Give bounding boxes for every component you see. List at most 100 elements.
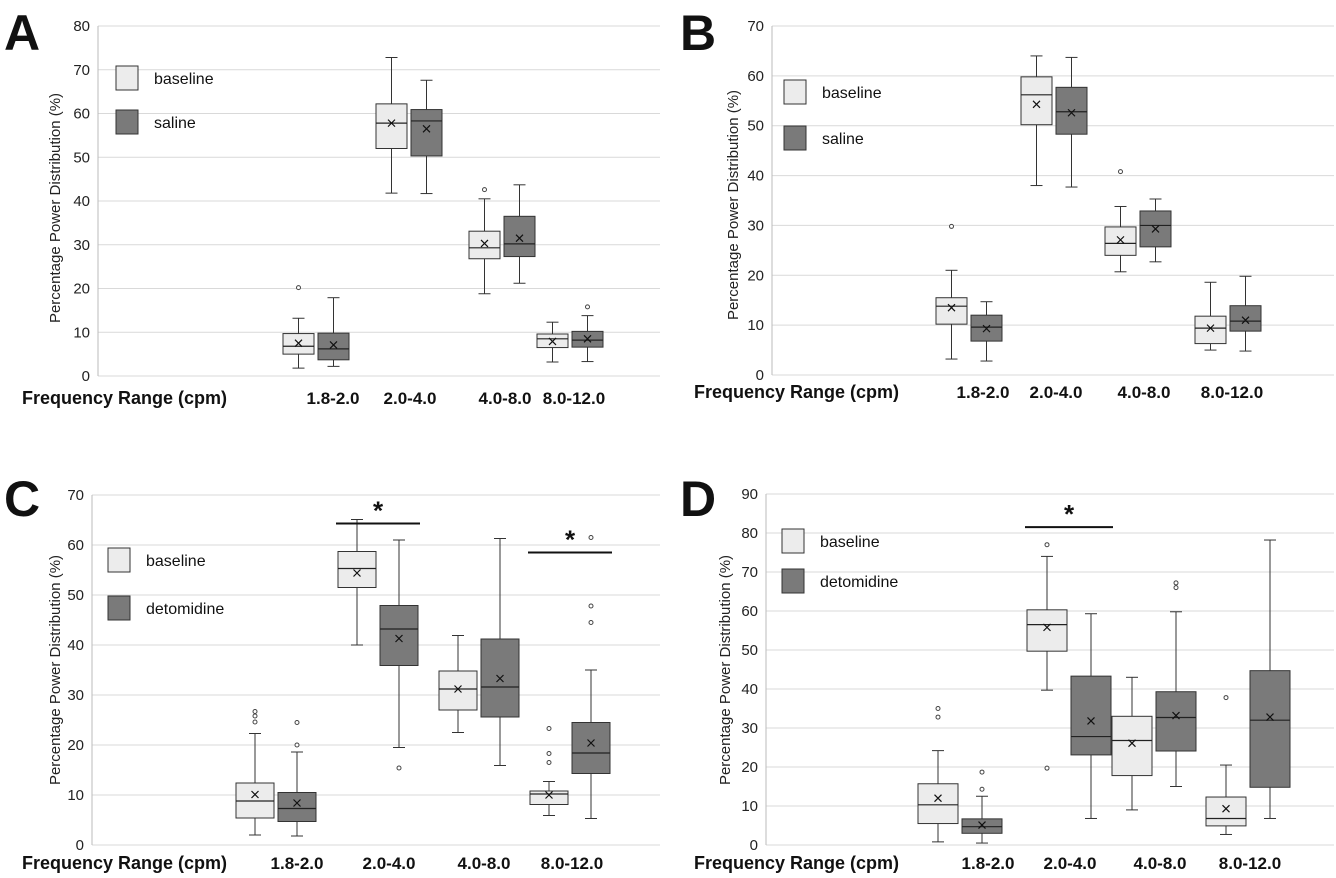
- box-saline-1.8-2.0: [317, 297, 350, 367]
- box-baseline-4.0-8.0: [438, 635, 478, 733]
- outlier-point: [588, 603, 594, 609]
- box-iqr: [1104, 226, 1137, 256]
- y-tick-label: 0: [750, 837, 758, 854]
- outlier-point: [935, 714, 941, 720]
- outlier-point: [935, 706, 941, 711]
- mean-marker: [1032, 100, 1041, 109]
- box-iqr: [468, 230, 501, 260]
- box-baseline-2.0-4.0: [1026, 542, 1068, 771]
- y-tick-label: 20: [67, 737, 84, 754]
- box-saline-8.0-12.0: [1229, 275, 1262, 352]
- y-tick-label: 30: [747, 217, 764, 234]
- box-detomidine-8.0-12.0: [571, 535, 611, 819]
- mean-marker: [353, 569, 361, 577]
- y-tick-label: 50: [747, 118, 764, 135]
- outlier-point: [1044, 542, 1050, 548]
- panel-letter: C: [4, 471, 40, 527]
- outlier-point: [1118, 169, 1123, 175]
- outlier-point: [585, 304, 590, 310]
- panel-letter: B: [680, 5, 716, 61]
- outlier-point: [296, 285, 301, 291]
- box-iqr: [1026, 609, 1068, 652]
- box-iqr: [1249, 670, 1291, 788]
- mean-marker: [548, 337, 557, 346]
- mean-marker: [1172, 711, 1180, 720]
- category-label: 8.0-12.0: [1201, 383, 1263, 402]
- outlier-point: [1044, 765, 1050, 771]
- legend-label: baseline: [146, 553, 206, 570]
- mean-marker: [422, 124, 431, 133]
- outlier-point: [252, 713, 258, 719]
- legend-swatch-saline: [115, 109, 139, 135]
- category-label: 2.0-4.0: [1044, 854, 1097, 873]
- outlier-point: [1173, 585, 1179, 591]
- y-tick-label: 10: [747, 317, 764, 334]
- category-label: 8.0-12.0: [541, 854, 603, 873]
- box-saline-1.8-2.0: [970, 301, 1003, 362]
- box-baseline-2.0-4.0: [1020, 55, 1053, 187]
- y-tick-label: 70: [73, 62, 90, 79]
- y-tick-label: 70: [67, 487, 84, 504]
- mean-marker: [454, 685, 462, 693]
- y-tick-label: 70: [747, 18, 764, 35]
- box-iqr: [277, 792, 317, 822]
- box-iqr: [1020, 76, 1053, 126]
- box-baseline-1.8-2.0: [917, 706, 959, 843]
- box-baseline-8.0-12.0: [536, 321, 569, 363]
- y-tick-label: 20: [73, 281, 90, 298]
- box-detomidine-8.0-12.0: [1249, 539, 1291, 819]
- box-detomidine-4.0-8.0: [480, 538, 520, 766]
- box-baseline-4.0-8.0: [1111, 676, 1153, 811]
- mean-marker: [1087, 717, 1095, 725]
- outlier-point: [979, 786, 985, 792]
- legend-swatch-baseline: [107, 547, 131, 573]
- outlier-point: [588, 535, 594, 540]
- box-iqr: [529, 790, 569, 805]
- y-tick-label: 50: [67, 587, 84, 604]
- legend-swatch-saline: [783, 125, 807, 151]
- box-iqr: [935, 297, 968, 325]
- outlier-point: [294, 742, 300, 748]
- box-iqr: [410, 109, 443, 157]
- box-baseline-8.0-12.0: [1194, 281, 1227, 351]
- outlier-point: [294, 720, 300, 725]
- box-saline-8.0-12.0: [571, 304, 604, 363]
- y-tick-label: 40: [73, 193, 90, 210]
- legend-swatch-detomidine: [781, 568, 805, 594]
- mean-marker: [982, 324, 991, 333]
- box-iqr: [1229, 305, 1262, 332]
- mean-marker: [583, 334, 592, 343]
- panel-letter: A: [4, 5, 40, 61]
- y-axis-label: Percentage Power Distribution (%): [717, 555, 734, 785]
- category-label: 2.0-4.0: [1030, 383, 1083, 402]
- category-label: 4.0-8.0: [1134, 854, 1187, 873]
- legend-swatch-baseline: [783, 79, 807, 105]
- significance-star: *: [373, 496, 384, 526]
- outlier-point: [588, 620, 594, 625]
- y-tick-label: 20: [741, 759, 758, 776]
- category-label: 1.8-2.0: [957, 383, 1010, 402]
- mean-marker: [1067, 108, 1076, 117]
- outlier-point: [546, 751, 552, 756]
- panel-D: D 0 10 20 30 40 50 60 70 80 90 Percentage Power Dis…: [680, 471, 1334, 873]
- y-tick-label: 70: [741, 564, 758, 581]
- box-baseline-1.8-2.0: [235, 709, 275, 836]
- mean-marker: [387, 119, 396, 128]
- box-iqr: [1111, 715, 1153, 777]
- panel-letter: D: [680, 471, 716, 527]
- box-detomidine-1.8-2.0: [961, 769, 1003, 844]
- box-iqr: [337, 551, 377, 588]
- category-label: 2.0-4.0: [384, 389, 437, 408]
- box-iqr: [1055, 86, 1088, 135]
- y-tick-label: 60: [73, 106, 90, 123]
- box-baseline-8.0-12.0: [1205, 695, 1247, 835]
- mean-marker: [1128, 739, 1136, 748]
- box-iqr: [503, 215, 536, 258]
- box-iqr: [438, 670, 478, 711]
- y-tick-label: 80: [73, 18, 90, 35]
- x-axis-label: Frequency Range (cpm): [22, 853, 227, 873]
- mean-marker: [1116, 235, 1125, 244]
- mean-marker: [1151, 224, 1160, 233]
- category-label: 4.0-8.0: [458, 854, 511, 873]
- category-label: 4.0-8.0: [479, 389, 532, 408]
